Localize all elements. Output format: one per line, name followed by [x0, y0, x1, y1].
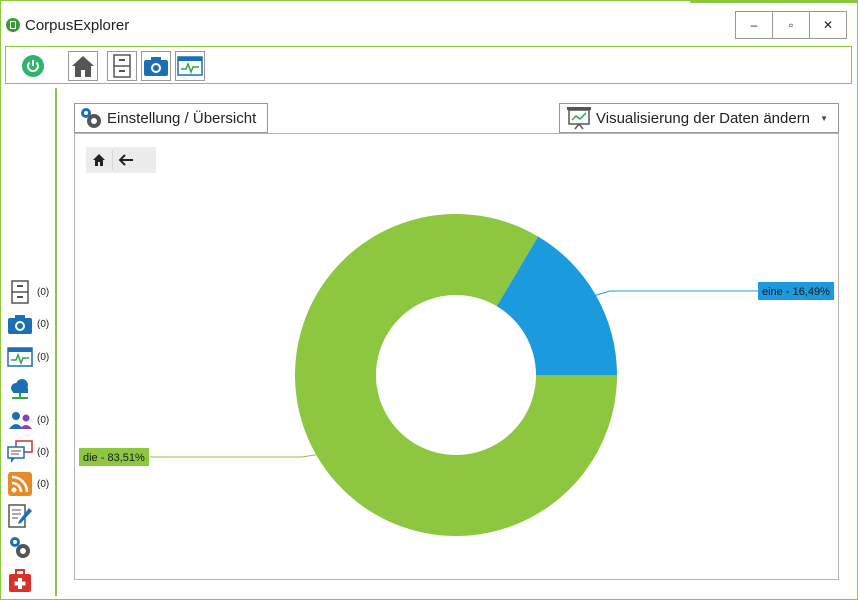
- sidebar-item-users[interactable]: (0): [6, 405, 54, 435]
- visualization-dropdown[interactable]: Visualisierung der Daten ändern ▼: [559, 103, 839, 133]
- app-logo-icon: [6, 18, 20, 32]
- close-button[interactable]: ✕: [809, 11, 847, 39]
- dashboard-button[interactable]: [175, 51, 205, 81]
- cabinet-icon: [11, 280, 29, 304]
- title-bar: CorpusExplorer ‒ ▫ ✕: [0, 0, 858, 44]
- corpus-button[interactable]: [107, 51, 137, 81]
- sidebar-item-editor[interactable]: [6, 501, 54, 531]
- sidebar-item-snapshots[interactable]: (0): [6, 309, 54, 339]
- gears-icon: [10, 537, 30, 558]
- presentation-chart-icon: [567, 107, 591, 130]
- edit-document-icon: [8, 504, 32, 528]
- sidebar-count: (0): [37, 286, 50, 298]
- chart-nav: [86, 147, 156, 173]
- settings-overview-button[interactable]: Einstellung / Übersicht: [74, 103, 268, 133]
- visualization-label: Visualisierung der Daten ändern: [596, 109, 811, 127]
- sidebar-item-feeds[interactable]: (0): [6, 469, 54, 499]
- home-icon: [93, 154, 105, 166]
- camera-icon: [8, 315, 32, 334]
- sidebar-count: (0): [37, 478, 50, 490]
- power-icon: [22, 55, 44, 77]
- medkit-icon: [9, 569, 31, 592]
- snapshot-button[interactable]: [141, 51, 171, 81]
- sidebar-item-dashboards[interactable]: (0): [6, 342, 54, 372]
- nav-divider: [112, 150, 113, 170]
- sidebar-count: (0): [37, 414, 50, 426]
- window-controls: ‒ ▫ ✕: [735, 11, 847, 39]
- arrow-left-icon: [118, 154, 133, 166]
- app-title: CorpusExplorer: [25, 17, 130, 34]
- sidebar-count: (0): [37, 351, 50, 363]
- main-toolbar: [5, 46, 852, 84]
- sidebar-item-help[interactable]: [6, 566, 54, 596]
- back-nav-button[interactable]: [113, 147, 139, 173]
- cabinet-icon: [113, 54, 131, 78]
- sidebar-divider: [55, 88, 57, 596]
- chat-icon: [7, 440, 33, 463]
- chart-panel: [74, 133, 839, 580]
- sidebar-item-cloud[interactable]: [6, 374, 54, 404]
- sidebar-item-corpus[interactable]: (0): [6, 277, 54, 307]
- monitor-chart-icon: [177, 56, 203, 76]
- minimize-button[interactable]: ‒: [735, 11, 773, 39]
- users-icon: [9, 412, 32, 429]
- monitor-chart-icon: [7, 347, 33, 367]
- home-button[interactable]: [68, 51, 98, 81]
- sidebar-count: (0): [37, 318, 50, 330]
- sidebar-count: (0): [37, 446, 50, 458]
- settings-overview-label: Einstellung / Übersicht: [107, 109, 257, 127]
- camera-icon: [144, 57, 168, 76]
- home-icon: [72, 56, 94, 77]
- rss-icon: [8, 472, 32, 496]
- accent-line: [690, 0, 858, 3]
- cloud-network-icon: [11, 379, 28, 399]
- maximize-button[interactable]: ▫: [772, 11, 810, 39]
- home-nav-button[interactable]: [86, 147, 112, 173]
- sidebar-item-settings[interactable]: [6, 533, 54, 563]
- gears-icon: [81, 108, 101, 128]
- sidebar-item-chat[interactable]: (0): [6, 437, 54, 467]
- power-button[interactable]: [18, 51, 48, 81]
- chevron-down-icon: ▼: [820, 114, 828, 123]
